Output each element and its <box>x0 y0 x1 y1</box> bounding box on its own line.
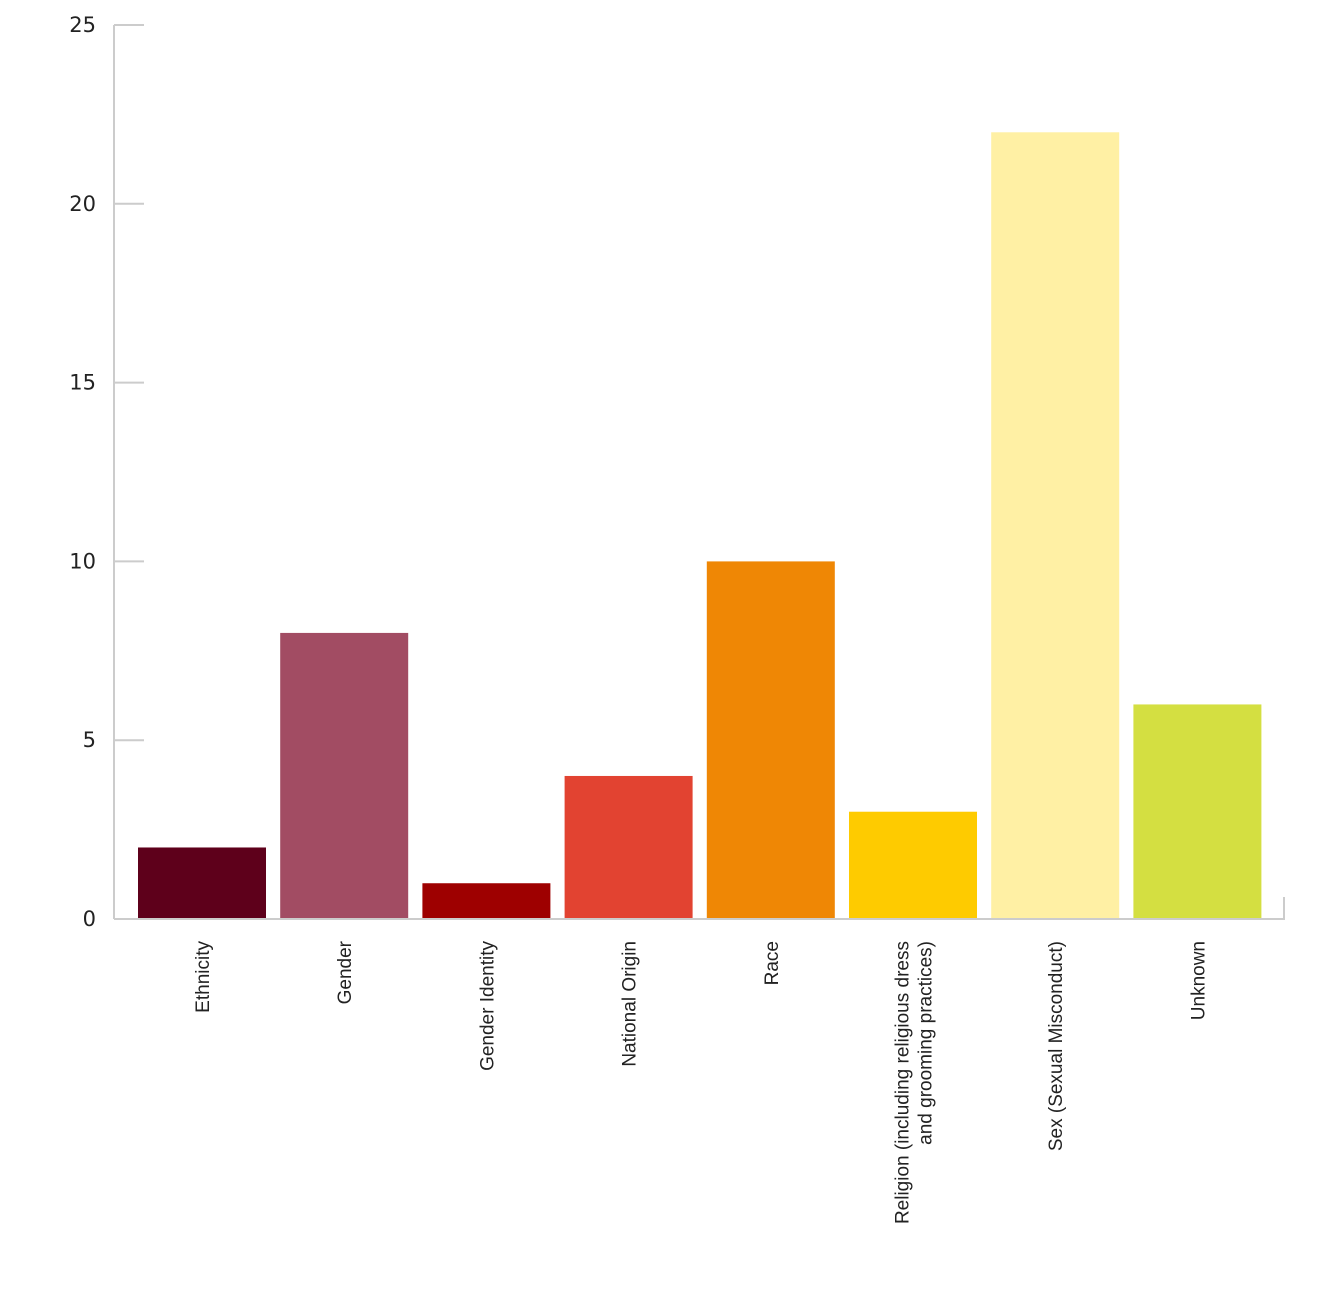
bar <box>422 883 551 919</box>
y-tick-label: 5 <box>83 728 96 752</box>
y-tick-label: 25 <box>69 13 96 37</box>
x-axis-line <box>114 897 1285 920</box>
bar <box>280 632 409 919</box>
x-tick-label: Gender Identity <box>477 941 498 1071</box>
y-tick-label: 20 <box>69 192 96 216</box>
bar <box>564 775 693 919</box>
bar <box>1133 704 1262 919</box>
bar <box>138 847 266 919</box>
bar <box>849 811 977 919</box>
x-tick-label: Gender <box>335 940 356 1004</box>
y-axis: 0 5 10 15 20 25 <box>69 13 144 931</box>
y-tick-label: 0 <box>83 907 96 931</box>
x-tick-label: National Origin <box>620 941 641 1067</box>
bar <box>991 132 1120 919</box>
x-tick-label: Religion (including religious dress <box>893 941 914 1224</box>
x-tick-label: Ethnicity <box>193 941 214 1013</box>
x-tick-label: Race <box>762 941 783 985</box>
x-tick-label: Unknown <box>1188 941 1209 1020</box>
y-tick-label: 15 <box>69 371 96 395</box>
bars <box>138 132 1262 919</box>
bar <box>706 561 835 919</box>
x-axis: Ethnicity Gender Gender Identity National O… <box>114 897 1285 1224</box>
x-tick-label: and grooming practices) <box>916 941 937 1145</box>
y-tick-label: 10 <box>69 549 96 573</box>
x-tick-label: Sex (Sexual Misconduct) <box>1046 941 1067 1151</box>
